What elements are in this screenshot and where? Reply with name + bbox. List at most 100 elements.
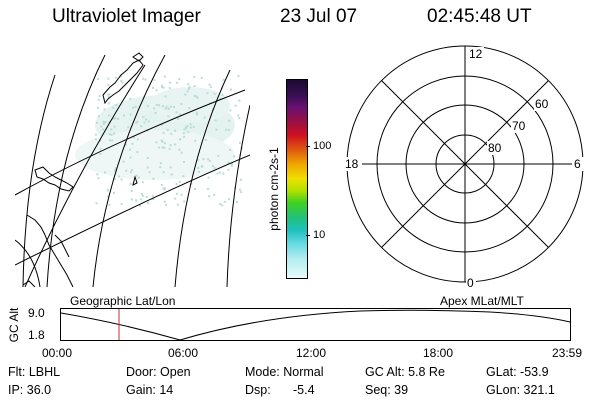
aurora-speckle [99,153,102,156]
aurora-speckle [180,193,183,196]
aurora-speckle [152,177,155,180]
dsp-value: -5.4 [293,383,315,397]
aurora-speckle [129,148,131,151]
aurora-speckle [106,189,109,192]
aurora-speckle [167,107,170,110]
colorbar-tick-label-10: 10 [313,229,326,241]
aurora-speckle [176,203,179,206]
mlt-label-6: 6 [574,157,581,171]
aurora-speckle [155,89,158,92]
aurora-speckle [162,132,165,135]
aurora-speckle [213,92,216,95]
aurora-speckle [107,93,110,96]
aurora-speckle [159,166,162,169]
aurora-speckle [178,78,181,81]
aurora-speckle [103,108,106,111]
aurora-speckle [237,75,240,78]
aurora-speckle [164,187,167,190]
aurora-speckle [174,197,177,200]
aurora-speckle [145,118,147,121]
aurora-speckle [186,90,189,93]
aurora-speckle [106,195,109,198]
aurora-speckle [104,171,107,174]
aurora-speckle [118,175,120,178]
aurora-speckle [143,121,146,124]
aurora-speckle [153,79,156,82]
aurora-speckle [207,187,209,190]
aurora-speckle [193,95,196,97]
aurora-speckle [231,163,233,166]
aurora-speckle [111,139,114,142]
mlt-label-12: 12 [469,47,483,61]
aurora-speckle [152,198,155,200]
aurora-speckle [207,176,210,179]
aurora-speckle [113,125,116,128]
aurora-speckle [127,126,130,129]
aurora-speckle [239,188,242,191]
aurora-speckle [163,200,166,203]
gc-alt-status: GC Alt: 5.8 Re [365,365,445,379]
aurora-speckle [238,117,241,120]
mlt-label-18: 18 [345,157,359,171]
aurora-speckle [169,105,172,108]
aurora-speckle [187,83,190,86]
mlt-label-0: 0 [467,276,474,289]
aurora-speckle [225,128,228,131]
aurora-speckle [113,117,116,120]
aurora-speckle [219,203,222,205]
aurora-speckle [223,200,226,203]
aurora-speckle [104,121,107,124]
aurora-speckle [165,203,167,206]
aurora-speckle [169,81,172,84]
time-label: 02:45:48 UT [427,6,532,27]
aurora-speckle [120,75,123,78]
aurora-speckle [161,86,164,89]
seq-status: Seq: 39 [365,383,409,397]
aurora-speckle [175,111,178,114]
aurora-speckle [230,88,232,91]
altitude-curve [60,309,571,341]
aurora-speckle [142,115,145,118]
aurora-speckle [142,77,145,80]
aurora-speckle [162,187,165,190]
aurora-speckle [132,106,135,109]
aurora-speckle [182,175,185,178]
aurora-speckle [102,128,105,131]
aurora-speckle [184,126,187,129]
aurora-speckle [234,104,237,107]
aurora-speckle [195,95,198,98]
aurora-speckle [125,143,127,146]
aurora-speckle [145,195,148,198]
colorbar [286,79,308,279]
aurora-speckle [170,132,173,135]
aurora-speckle [190,126,192,129]
lat-label-70: 70 [512,119,526,133]
aurora-speckle [152,86,154,89]
aurora-speckle [139,204,142,207]
aurora-speckle [227,168,230,171]
aurora-speckle [135,174,138,177]
aurora-speckle [147,202,149,205]
aurora-speckle [174,129,177,132]
aurora-speckle [130,189,133,192]
lat-label-80: 80 [488,141,502,155]
aurora-speckle [113,178,116,181]
aurora-speckle [114,167,117,170]
aurora-speckle [99,139,102,142]
timeline-xtick-1800: 18:00 [423,346,454,360]
aurora-speckle [195,111,198,114]
coastlines [22,52,144,287]
aurora-speckle [121,81,124,84]
aurora-speckle [200,165,203,168]
aurora-speckle [98,95,101,98]
instrument-title: Ultraviolet Imager [52,6,201,27]
apex-panel-label: Apex MLat/MLT [440,294,524,308]
aurora-speckle [129,183,132,185]
aurora-speckle [216,172,219,175]
aurora-speckle [154,111,157,114]
aurora-speckle [107,102,110,105]
aurora-speckle [129,97,132,100]
aurora-speckle [183,200,186,203]
aurora-speckle [134,105,137,108]
aurora-speckle [144,78,147,81]
